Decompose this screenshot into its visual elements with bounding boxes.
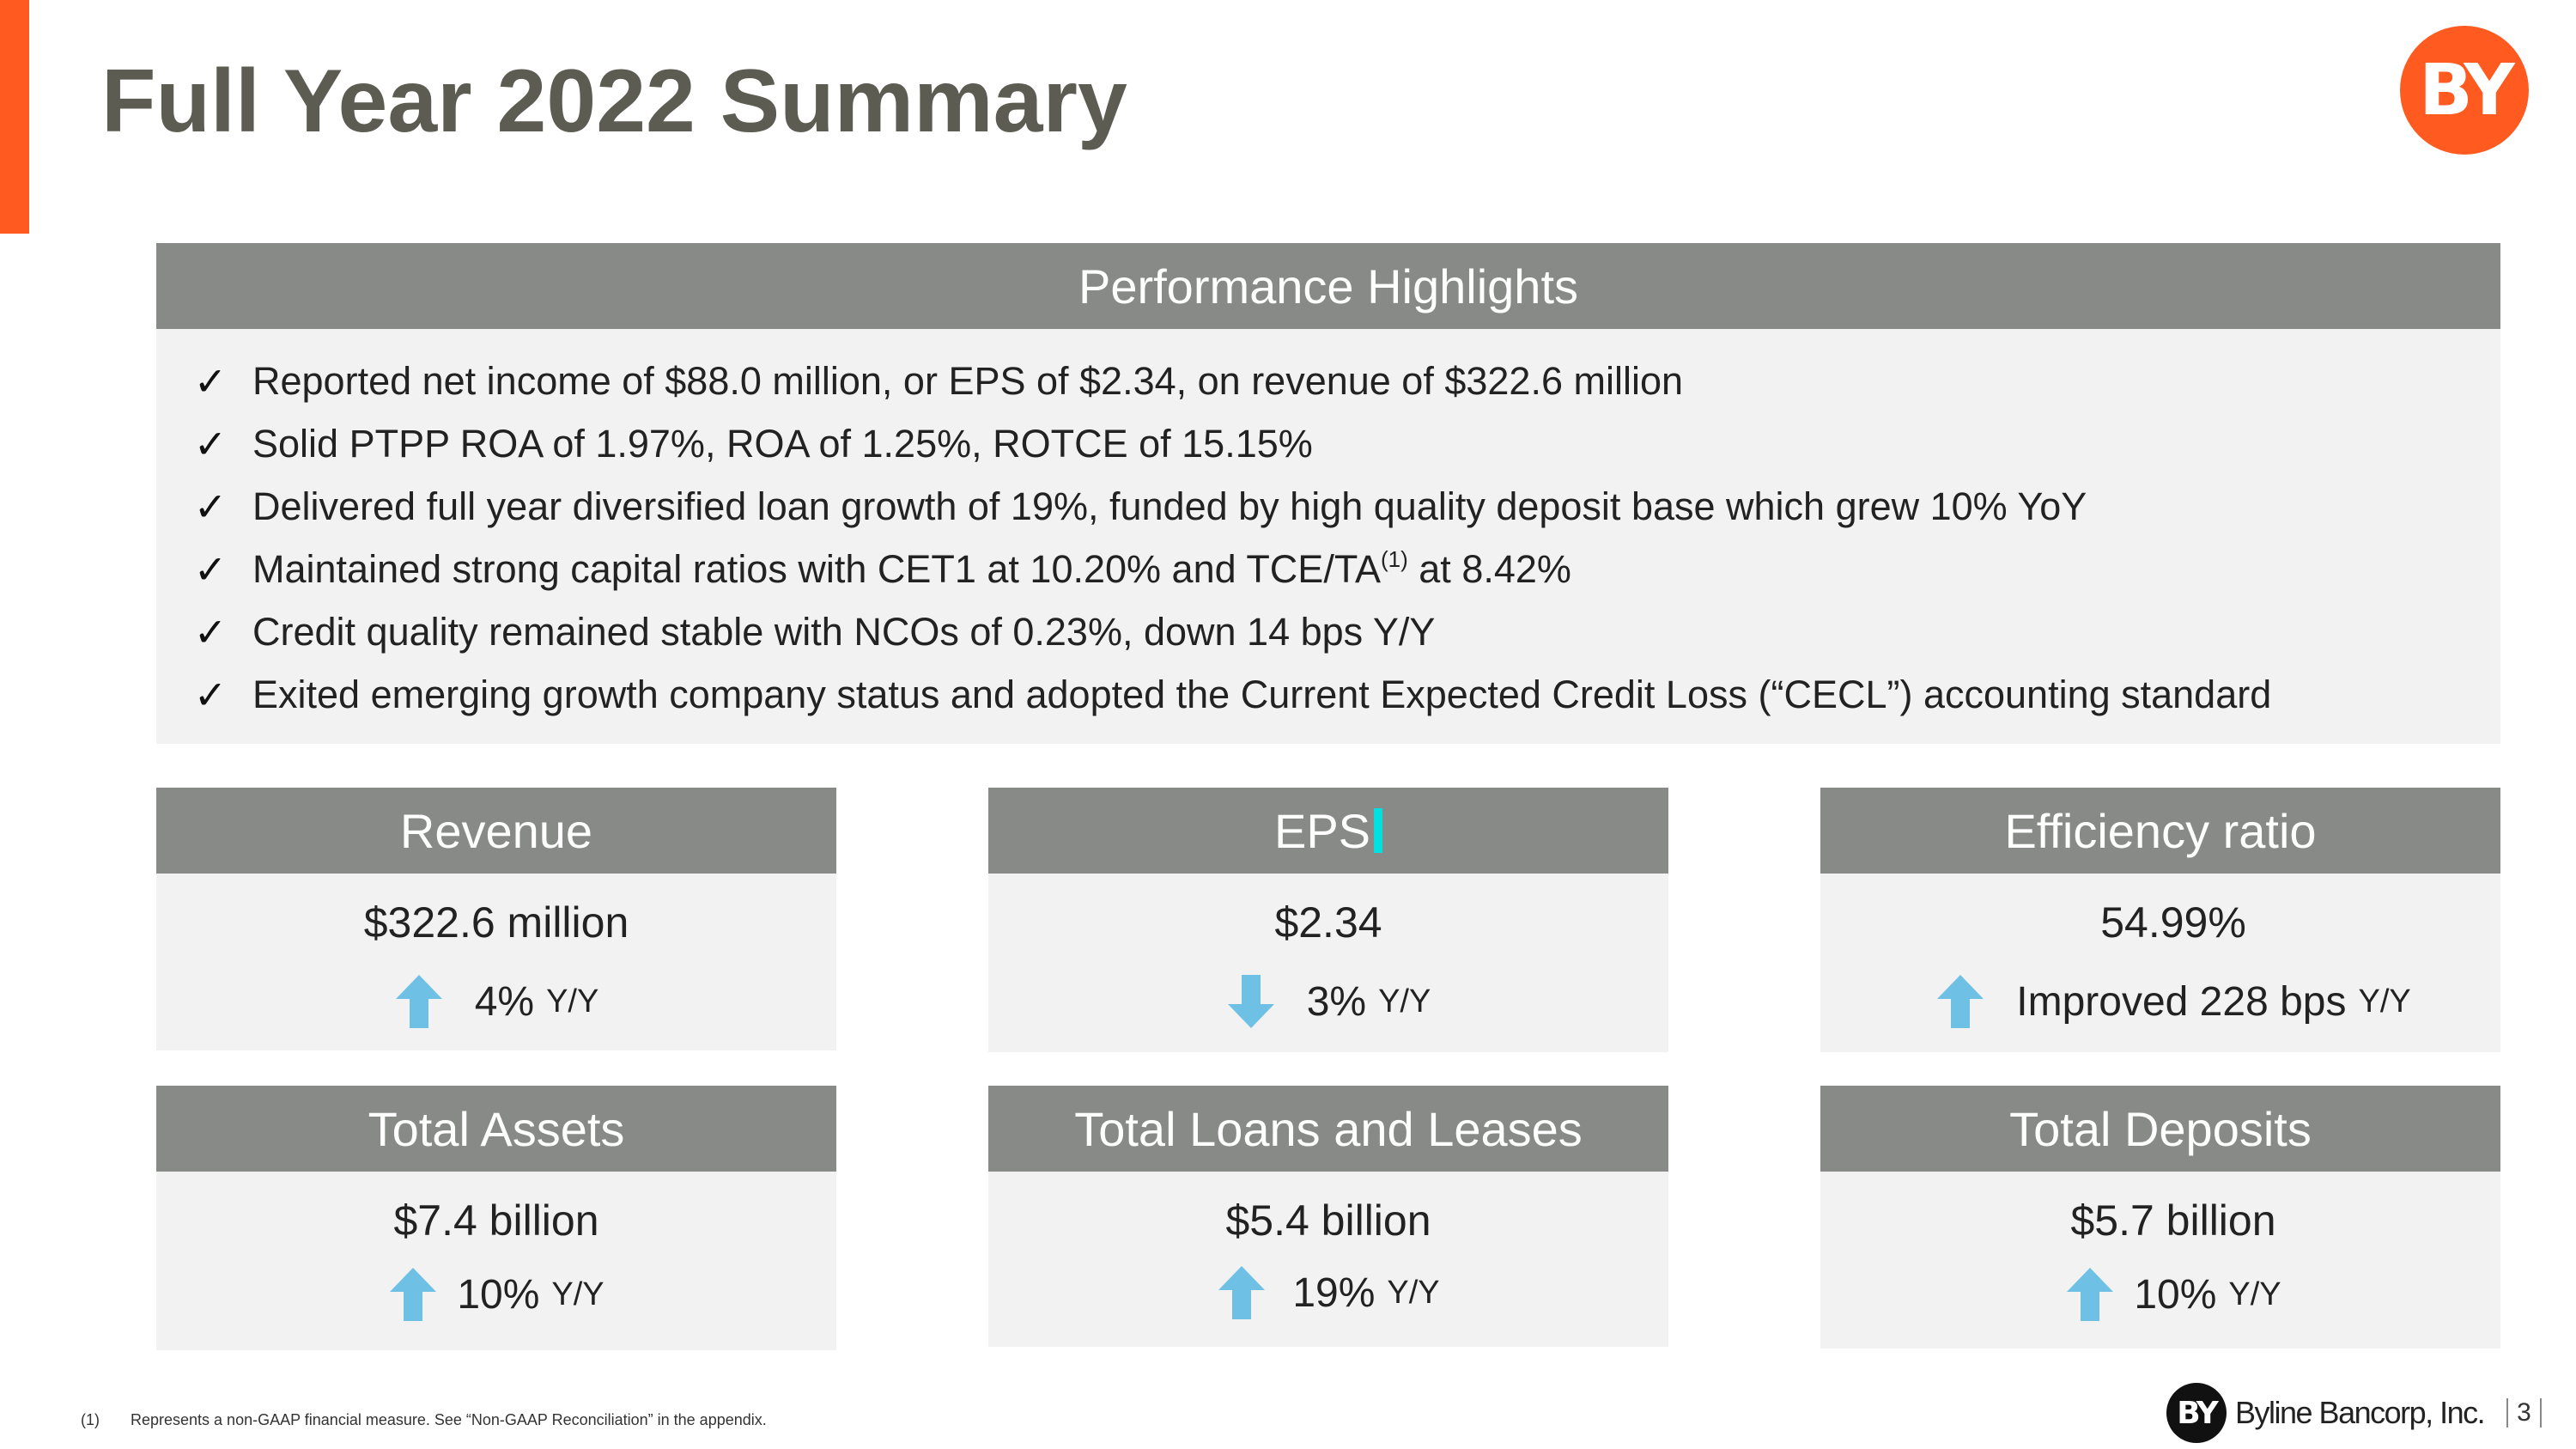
footnote-text: Represents a non-GAAP financial measure.…	[131, 1411, 767, 1428]
card-title: Efficiency ratio	[1820, 788, 2500, 874]
card-change: 10% Y/Y	[1820, 1264, 2500, 1324]
card-title-row: EPS	[988, 788, 1668, 874]
total-deposits-card: Total Deposits $5.7 billion 10% Y/Y	[1820, 1086, 2500, 1349]
change-unit: Y/Y	[551, 1275, 605, 1312]
separator	[2539, 1398, 2542, 1428]
change-value: 4%	[474, 978, 535, 1025]
check-icon: ✓	[193, 608, 228, 655]
change-unit: Y/Y	[1378, 983, 1431, 1020]
highlight-text: Solid PTPP ROA of 1.97%, ROA of 1.25%, R…	[252, 421, 1313, 466]
text-cursor	[1374, 808, 1383, 853]
card-title: Total Assets	[156, 1086, 836, 1172]
check-icon: ✓	[193, 671, 228, 718]
byline-logo: BY	[2400, 26, 2529, 155]
footnote-marker: (1)	[1381, 546, 1408, 572]
card-title: Revenue	[156, 788, 836, 874]
card-change: 3% Y/Y	[988, 971, 1668, 1032]
performance-highlights: Performance Highlights ✓ Reported net in…	[156, 243, 2500, 744]
arrow-up-icon	[1937, 975, 1984, 1028]
card-title: Total Loans and Leases	[988, 1086, 1668, 1172]
byline-logo-mark: BY	[2166, 1383, 2227, 1443]
change-value: 3%	[1306, 978, 1367, 1025]
card-value: $5.7 billion	[2070, 1196, 2276, 1245]
accent-bar	[0, 0, 29, 234]
card-value: $7.4 billion	[393, 1196, 599, 1245]
change-unit: Y/Y	[2358, 983, 2411, 1020]
efficiency-ratio-card: Efficiency ratio 54.99% Improved 228 bps…	[1820, 788, 2500, 1052]
total-loans-card: Total Loans and Leases $5.4 billion 19% …	[988, 1086, 1668, 1347]
list-item: ✓ Credit quality remained stable with NC…	[156, 600, 2500, 663]
list-item: ✓ Delivered full year diversified loan g…	[156, 475, 2500, 538]
arrow-down-icon	[1227, 975, 1274, 1028]
card-change: 10% Y/Y	[156, 1264, 836, 1324]
highlight-text: Maintained strong capital ratios with CE…	[246, 546, 1571, 592]
check-icon: ✓	[193, 357, 228, 405]
highlights-heading: Performance Highlights	[156, 243, 2500, 329]
revenue-card: Revenue $322.6 million 4% Y/Y	[156, 788, 836, 1050]
highlight-text: Reported net income of $88.0 million, or…	[252, 358, 1684, 403]
separator	[2506, 1398, 2509, 1428]
card-value: $322.6 million	[363, 898, 629, 947]
card-value: 54.99%	[2100, 898, 2246, 947]
highlight-text-main: Maintained strong capital ratios with CE…	[252, 547, 1381, 591]
highlight-text: Delivered full year diversified loan gro…	[252, 484, 2087, 528]
card-change: Improved 228 bps Y/Y	[1820, 971, 2500, 1032]
check-icon: ✓	[193, 420, 228, 467]
arrow-up-icon	[1218, 1266, 1266, 1319]
arrow-up-icon	[395, 975, 442, 1028]
change-unit: Y/Y	[2228, 1275, 2281, 1312]
arrow-up-icon	[390, 1268, 437, 1321]
total-assets-card: Total Assets $7.4 billion 10% Y/Y	[156, 1086, 836, 1350]
card-value: $2.34	[1274, 898, 1382, 947]
change-value: Improved 228 bps	[2016, 978, 2347, 1025]
list-item: ✓ Maintained strong capital ratios with …	[156, 538, 2500, 600]
list-item: ✓ Exited emerging growth company status …	[156, 663, 2500, 726]
change-unit: Y/Y	[546, 983, 599, 1020]
footer-branding: BY Byline Bancorp, Inc. 3	[2166, 1383, 2550, 1443]
arrow-up-icon	[2067, 1268, 2114, 1321]
change-value: 10%	[457, 1271, 540, 1318]
card-title: Total Deposits	[1820, 1086, 2500, 1172]
change-value: 10%	[2134, 1271, 2217, 1318]
company-name: Byline Bancorp, Inc.	[2235, 1395, 2486, 1430]
highlights-list: ✓ Reported net income of $88.0 million, …	[156, 329, 2500, 726]
highlight-text-tail: at 8.42%	[1407, 547, 1571, 591]
check-icon: ✓	[193, 483, 228, 530]
footnote-number: (1)	[81, 1411, 100, 1428]
eps-card: EPS $2.34 3% Y/Y	[988, 788, 1668, 1052]
check-icon: ✓	[193, 545, 228, 593]
highlight-text: Credit quality remained stable with NCOs…	[252, 609, 1436, 654]
list-item: ✓ Solid PTPP ROA of 1.97%, ROA of 1.25%,…	[156, 412, 2500, 475]
page-number: 3	[2517, 1398, 2531, 1427]
change-value: 19%	[1292, 1269, 1376, 1316]
card-value: $5.4 billion	[1225, 1196, 1431, 1245]
footnote: (1) Represents a non-GAAP financial measu…	[81, 1411, 767, 1429]
card-change: 19% Y/Y	[988, 1263, 1668, 1323]
highlight-text: Exited emerging growth company status an…	[252, 672, 2272, 716]
change-unit: Y/Y	[1387, 1274, 1440, 1311]
card-change: 4% Y/Y	[156, 971, 836, 1032]
page-title: Full Year 2022 Summary	[101, 52, 1127, 151]
card-title: EPS	[1273, 803, 1371, 858]
list-item: ✓ Reported net income of $88.0 million, …	[156, 350, 2500, 412]
